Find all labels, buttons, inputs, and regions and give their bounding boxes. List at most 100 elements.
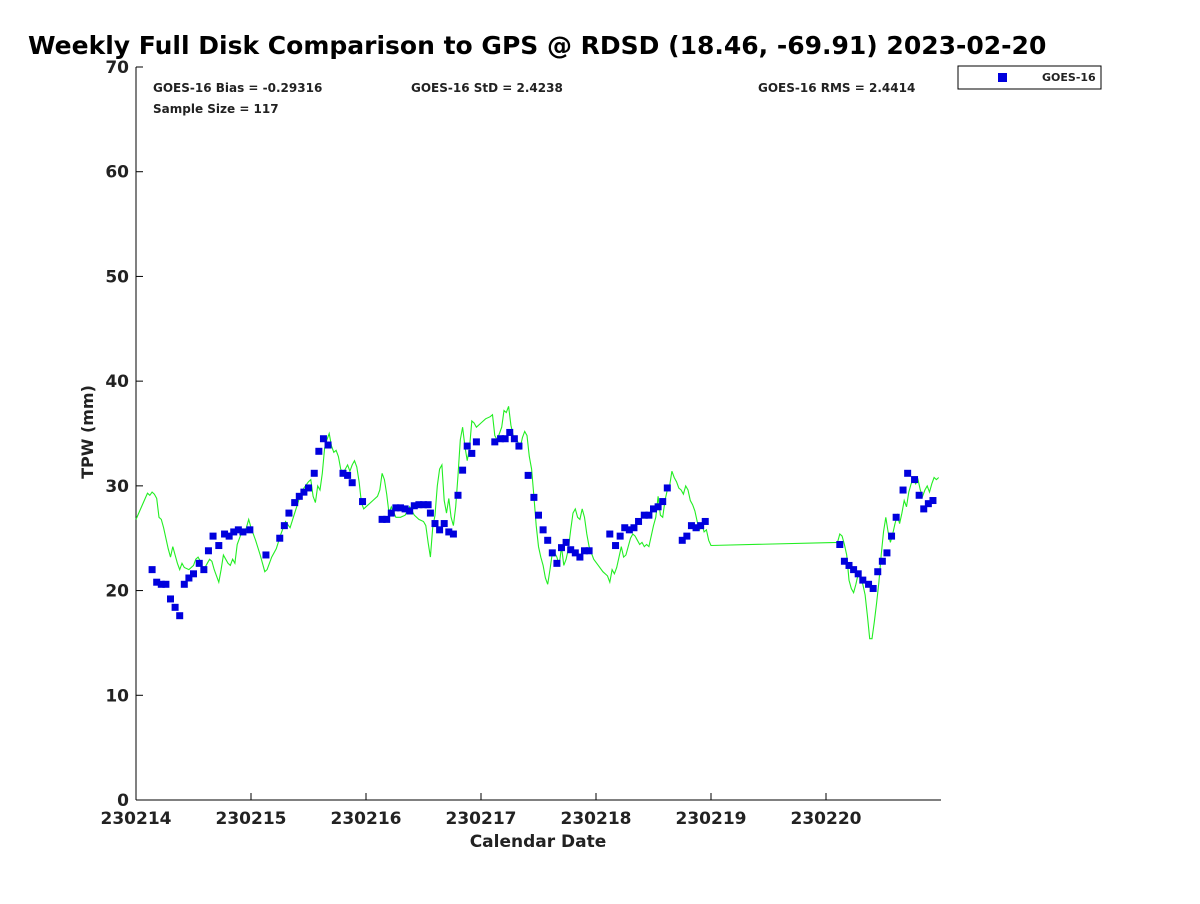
x-axis-label: Calendar Date [470,832,607,852]
goes-data-point [515,442,523,450]
goes-data-point [854,570,862,578]
goes-data-point [431,520,439,528]
goes-data-point [153,578,161,586]
goes-data-point [463,442,471,450]
goes-data-point [454,491,462,499]
y-tick-label: 10 [105,686,129,706]
goes-data-point [616,532,624,540]
goes-data-point [221,530,229,538]
y-tick-label: 20 [105,582,129,602]
goes-data-point [468,449,476,457]
goes-data-point [524,471,532,479]
goes-data-point [491,438,499,446]
goes-data-point [167,595,174,603]
goes-data-point [234,526,242,534]
goes-data-point [215,542,223,550]
goes-data-point [869,584,877,592]
legend-label-goes: GOES-16 [1042,71,1096,84]
goes-data-point [576,553,584,561]
goes-data-point [339,469,347,477]
goes-data-point [401,505,409,513]
goes-data-point [874,568,882,576]
goes-data-point [285,509,293,517]
goes-data-point [280,522,288,530]
x-tick-label: 230215 [216,809,287,829]
goes-data-point [195,559,203,567]
x-tick-label: 230218 [561,809,632,829]
goes-data-point [276,534,284,542]
goes-data-point [606,530,614,538]
goes-data-point [899,486,907,494]
goes-data-point [315,447,323,455]
goes-data-point [449,530,457,538]
goes-data-point [678,536,686,544]
goes-data-point [300,488,308,496]
goes-data-point [415,501,423,509]
y-tick-label: 70 [105,58,129,78]
goes-data-point [883,549,891,557]
stat-rms: GOES-16 RMS = 2.4414 [758,81,915,95]
goes-data-point [440,520,448,528]
goes-data-point [310,469,318,477]
goes-data-point [424,501,432,509]
goes-data-point [185,574,193,582]
goes-data-point [581,547,588,555]
goes-data-point [387,509,395,517]
goes-data-point [246,526,254,534]
goes-data-point [635,517,643,525]
goes-data-point [392,504,400,512]
goes-data-point [230,528,238,536]
goes-data-point [701,517,709,525]
y-tick-label: 50 [105,267,129,287]
y-tick-label: 0 [117,791,129,811]
goes-data-point [378,515,386,523]
goes-data-point [920,505,928,513]
goes-series [148,428,937,620]
goes-data-point [915,491,923,499]
goes-data-point [162,580,170,588]
legend-marker-goes [998,73,1007,82]
goes-data-point [344,471,352,479]
goes-data-point [645,511,653,519]
goes-data-point [836,540,844,548]
goes-data-point [406,507,414,515]
plot-frame: 0 10 20 30 40 50 60 70 230214 230215 230216 230217 2… [101,58,941,829]
goes-data-point [892,513,900,521]
y-tick-label: 30 [105,477,129,497]
goes-data-point [501,435,509,443]
goes-data-point [510,435,518,443]
goes-data-point [929,497,937,505]
stats-annotations: GOES-16 Bias = -0.29316 GOES-16 StD = 2.… [153,81,915,116]
goes-data-point [291,499,299,507]
goes-data-point [305,484,312,492]
goes-data-point [865,580,873,588]
goes-data-point [148,566,156,574]
goes-data-point [567,546,575,554]
goes-data-point [171,603,179,611]
x-tick-label: 230217 [446,809,517,829]
goes-data-point [190,570,197,578]
y-tick-label: 60 [105,163,129,183]
goes-data-point [548,549,556,557]
goes-data-point [204,547,212,555]
goes-data-point [859,576,867,584]
stat-std: GOES-16 StD = 2.4238 [411,81,563,95]
goes-data-point [697,522,705,530]
x-tick-label: 230219 [676,809,747,829]
goes-data-point [420,501,427,509]
goes-data-point [410,502,418,510]
goes-data-point [209,532,217,540]
goes-data-point [911,476,919,484]
goes-data-point [426,509,434,517]
goes-data-point [659,498,667,506]
goes-data-point [585,547,593,555]
goes-data-point [225,532,233,540]
goes-data-point [683,532,691,540]
goes-data-point [640,511,648,519]
goes-data-point [904,469,912,477]
goes-data-point [558,544,565,552]
y-axis-label: TPW (mm) [78,385,97,479]
